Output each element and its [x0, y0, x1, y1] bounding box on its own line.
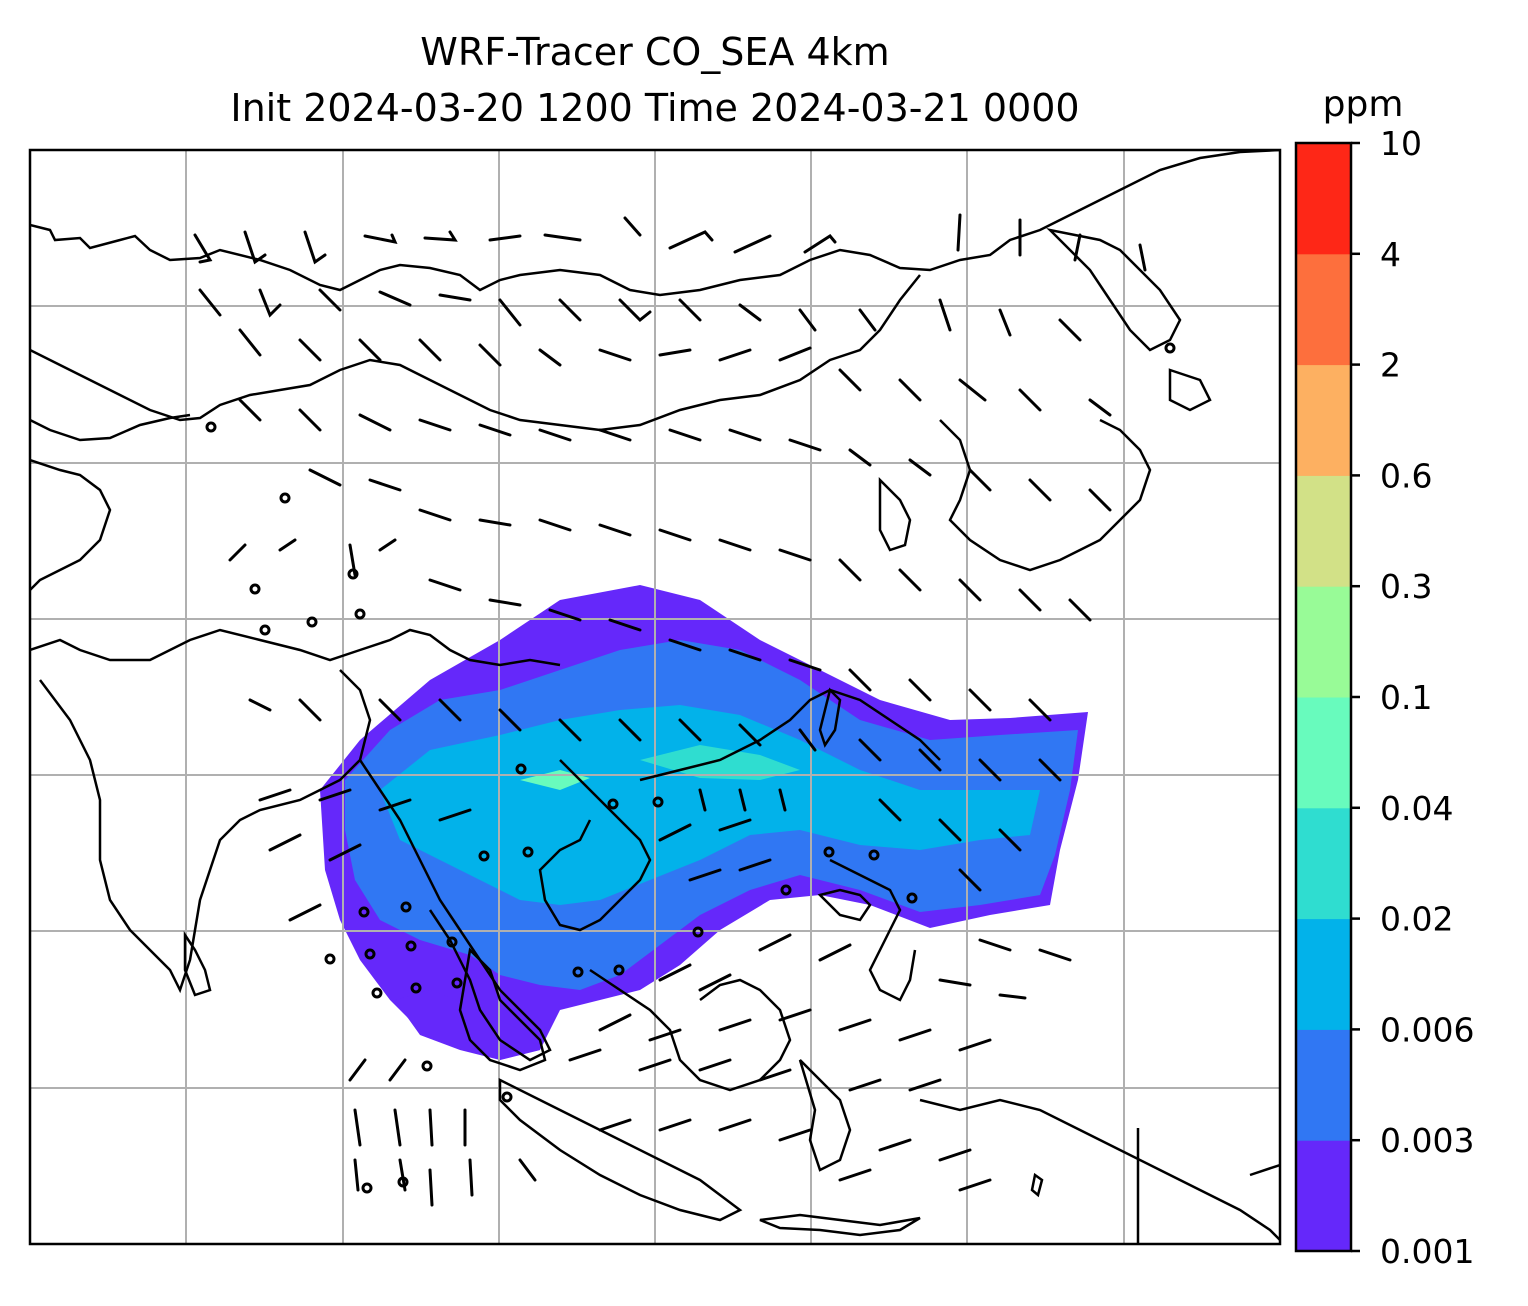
colorbar-tick-label: 0.1 — [1380, 678, 1432, 717]
colorbar-segment — [1296, 143, 1351, 255]
colorbar-unit: ppm — [1323, 84, 1404, 125]
colorbar-tick-label: 0.001 — [1380, 1232, 1474, 1271]
colorbar-segments — [1296, 143, 1351, 1252]
colorbar-segment — [1296, 586, 1351, 698]
plume-level-3 — [380, 705, 1040, 905]
colorbar-ticks: 0.001 0.003 0.006 0.02 0.04 0.1 0.3 0.6 2 4 10 — [1351, 124, 1474, 1271]
map-frame — [28, 148, 1282, 1246]
colorbar-tick-label: 0.6 — [1380, 456, 1432, 495]
chart-title-line1: WRF-Tracer CO_SEA 4km — [420, 30, 890, 74]
wind-barbs — [193, 213, 1147, 1207]
colorbar-tick-label: 0.003 — [1380, 1121, 1474, 1160]
calm-circles — [205, 342, 1176, 1194]
colorbar-tick-label: 10 — [1380, 124, 1422, 163]
coastlines — [30, 150, 1280, 1244]
colorbar-segment — [1296, 364, 1351, 476]
colorbar-segment — [1296, 475, 1351, 587]
chart-title-line2: Init 2024-03-20 1200 Time 2024-03-21 000… — [230, 86, 1080, 130]
colorbar-tick-label: 0.006 — [1380, 1010, 1474, 1049]
colorbar-tick-label: 0.3 — [1380, 567, 1432, 606]
colorbar-segment — [1296, 807, 1351, 920]
colorbar-tick-label: 4 — [1380, 235, 1401, 274]
colorbar-segment — [1296, 1140, 1351, 1252]
map-gridlines — [30, 150, 1280, 1244]
colorbar-tick-label: 2 — [1380, 346, 1401, 385]
colorbar-segment — [1296, 918, 1351, 1030]
colorbar-segment — [1296, 1029, 1351, 1141]
colorbar-tick-label: 0.04 — [1380, 789, 1453, 828]
colorbar-segment — [1296, 253, 1351, 366]
colorbar-segment — [1296, 697, 1351, 809]
colorbar-tick-label: 0.02 — [1380, 900, 1453, 939]
